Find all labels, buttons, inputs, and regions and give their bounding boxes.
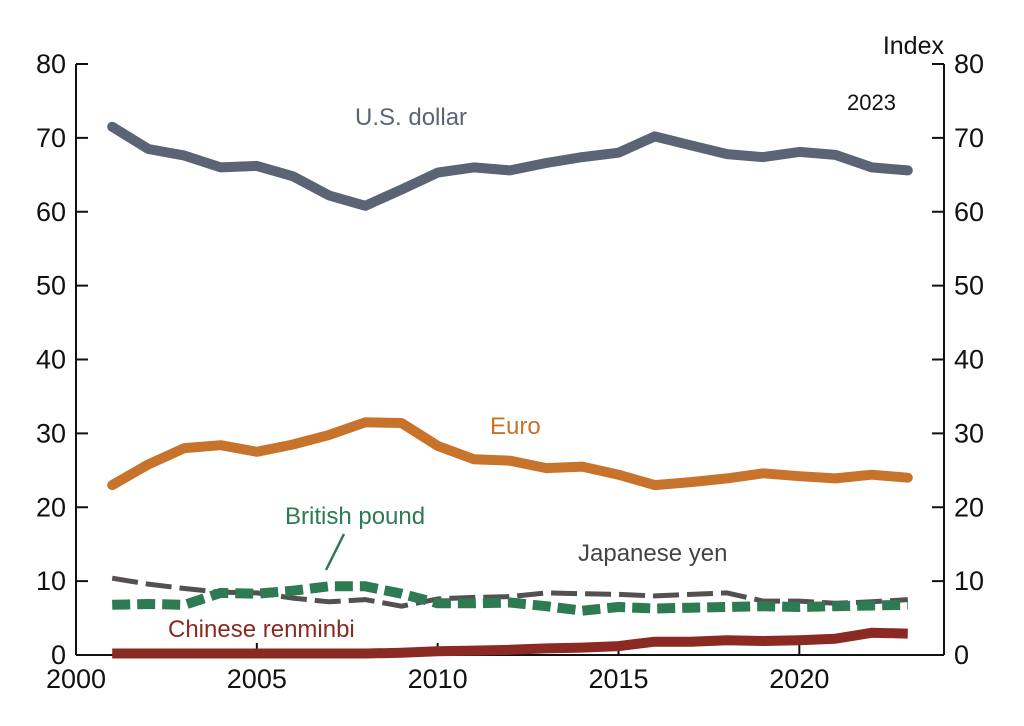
left-y-tick-label: 10 xyxy=(36,566,66,596)
right-y-tick-label: 0 xyxy=(954,640,969,670)
left-y-tick-label: 60 xyxy=(36,197,66,227)
british-pound-pointer xyxy=(324,533,346,571)
right-y-tick-label: 70 xyxy=(954,123,984,153)
series-line-euro xyxy=(107,417,913,491)
right-y-tick-label: 30 xyxy=(954,418,984,448)
right-y-tick-label: 60 xyxy=(954,197,984,227)
chart-labels: Index 2023 U.S. dollar Euro British poun… xyxy=(168,32,944,643)
series-label-chinese-renminbi: Chinese renminbi xyxy=(168,616,355,643)
x-tick-label: 2015 xyxy=(588,664,648,694)
series-label-euro: Euro xyxy=(490,413,541,440)
x-tick-label: 2005 xyxy=(227,664,287,694)
left-y-tick-label: 70 xyxy=(36,123,66,153)
left-y-tick-label: 20 xyxy=(36,492,66,522)
series-lines xyxy=(107,121,913,659)
right-y-tick-label: 50 xyxy=(954,271,984,301)
x-tick-label: 2010 xyxy=(408,664,468,694)
x-tick-label: 2020 xyxy=(769,664,829,694)
series-label-us-dollar: U.S. dollar xyxy=(355,104,467,131)
right-y-tick-label: 80 xyxy=(954,49,984,79)
series-line-japanese-yen xyxy=(111,575,908,609)
unit-label: Index xyxy=(883,32,945,60)
series-label-british-pound: British pound xyxy=(285,503,425,530)
series-label-japanese-yen: Japanese yen xyxy=(578,540,727,567)
left-y-tick-label: 30 xyxy=(36,418,66,448)
right-y-tick-label: 20 xyxy=(954,492,984,522)
left-y-tick-label: 0 xyxy=(51,640,66,670)
left-y-tick-label: 40 xyxy=(36,345,66,375)
latest-year-label: 2023 xyxy=(847,90,896,115)
right-y-tick-label: 40 xyxy=(954,345,984,375)
left-y-tick-label: 80 xyxy=(36,49,66,79)
series-line-british-pound xyxy=(112,581,908,616)
series-line-chinese-renminbi xyxy=(112,627,908,659)
series-line-u-s-dollar xyxy=(107,121,913,211)
x-tick-label: 2000 xyxy=(46,664,106,694)
right-y-tick-label: 10 xyxy=(954,566,984,596)
left-y-tick-label: 50 xyxy=(36,271,66,301)
